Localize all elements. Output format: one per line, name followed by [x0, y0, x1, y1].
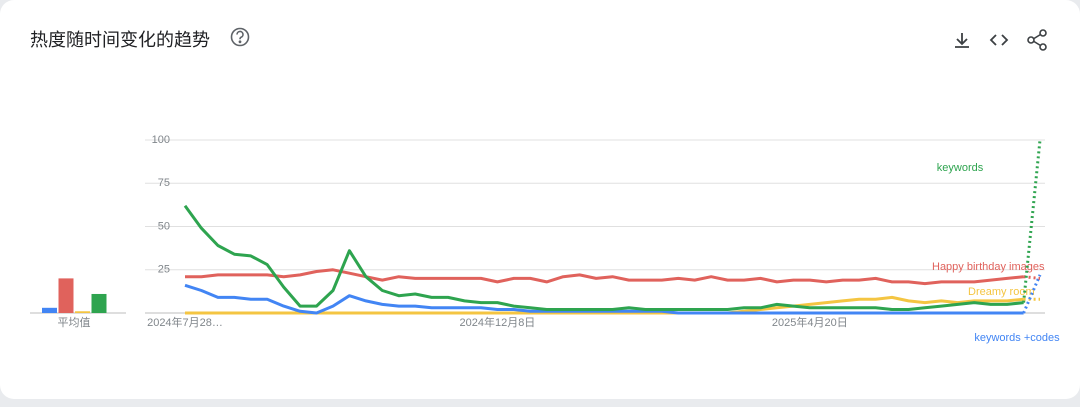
partial-line: [1022, 139, 1042, 303]
average-bar: [58, 278, 74, 313]
series-label: Dreamy room: [968, 286, 1035, 298]
x-tick-label: 2024年12月8日: [459, 315, 535, 329]
share-button[interactable]: [1027, 29, 1047, 51]
y-tick-label: 75: [158, 177, 170, 189]
help-icon[interactable]: [230, 27, 250, 47]
average-bar: [75, 311, 90, 313]
series-label: keywords +codes: [974, 332, 1060, 344]
average-bar: [91, 293, 107, 313]
plot: 25 50 75 100 2024年7月28… 2024年12月8日 2025年4月20日 D…: [30, 134, 1060, 344]
y-tick-label: 50: [158, 220, 170, 232]
series-line: [185, 295, 1024, 315]
series-line: [184, 283, 1024, 315]
y-tick-label: 25: [158, 264, 170, 276]
download-button[interactable]: [955, 33, 969, 48]
x-tick-label: 2024年7月28…: [147, 315, 223, 329]
partial-line: [1022, 274, 1042, 314]
series-line: [185, 268, 1024, 286]
x-tick-label: 2025年4月20日: [772, 315, 848, 329]
embed-button[interactable]: [989, 34, 1009, 46]
average-bar: [42, 307, 57, 313]
series-label: Happy birthday images: [932, 261, 1045, 273]
card-title: 热度随时间变化的趋势: [30, 30, 210, 50]
y-tick-label: 100: [152, 134, 170, 146]
bar-category-label: 平均值: [58, 316, 91, 329]
series-line: [183, 204, 1024, 311]
series-label: keywords: [937, 162, 984, 174]
